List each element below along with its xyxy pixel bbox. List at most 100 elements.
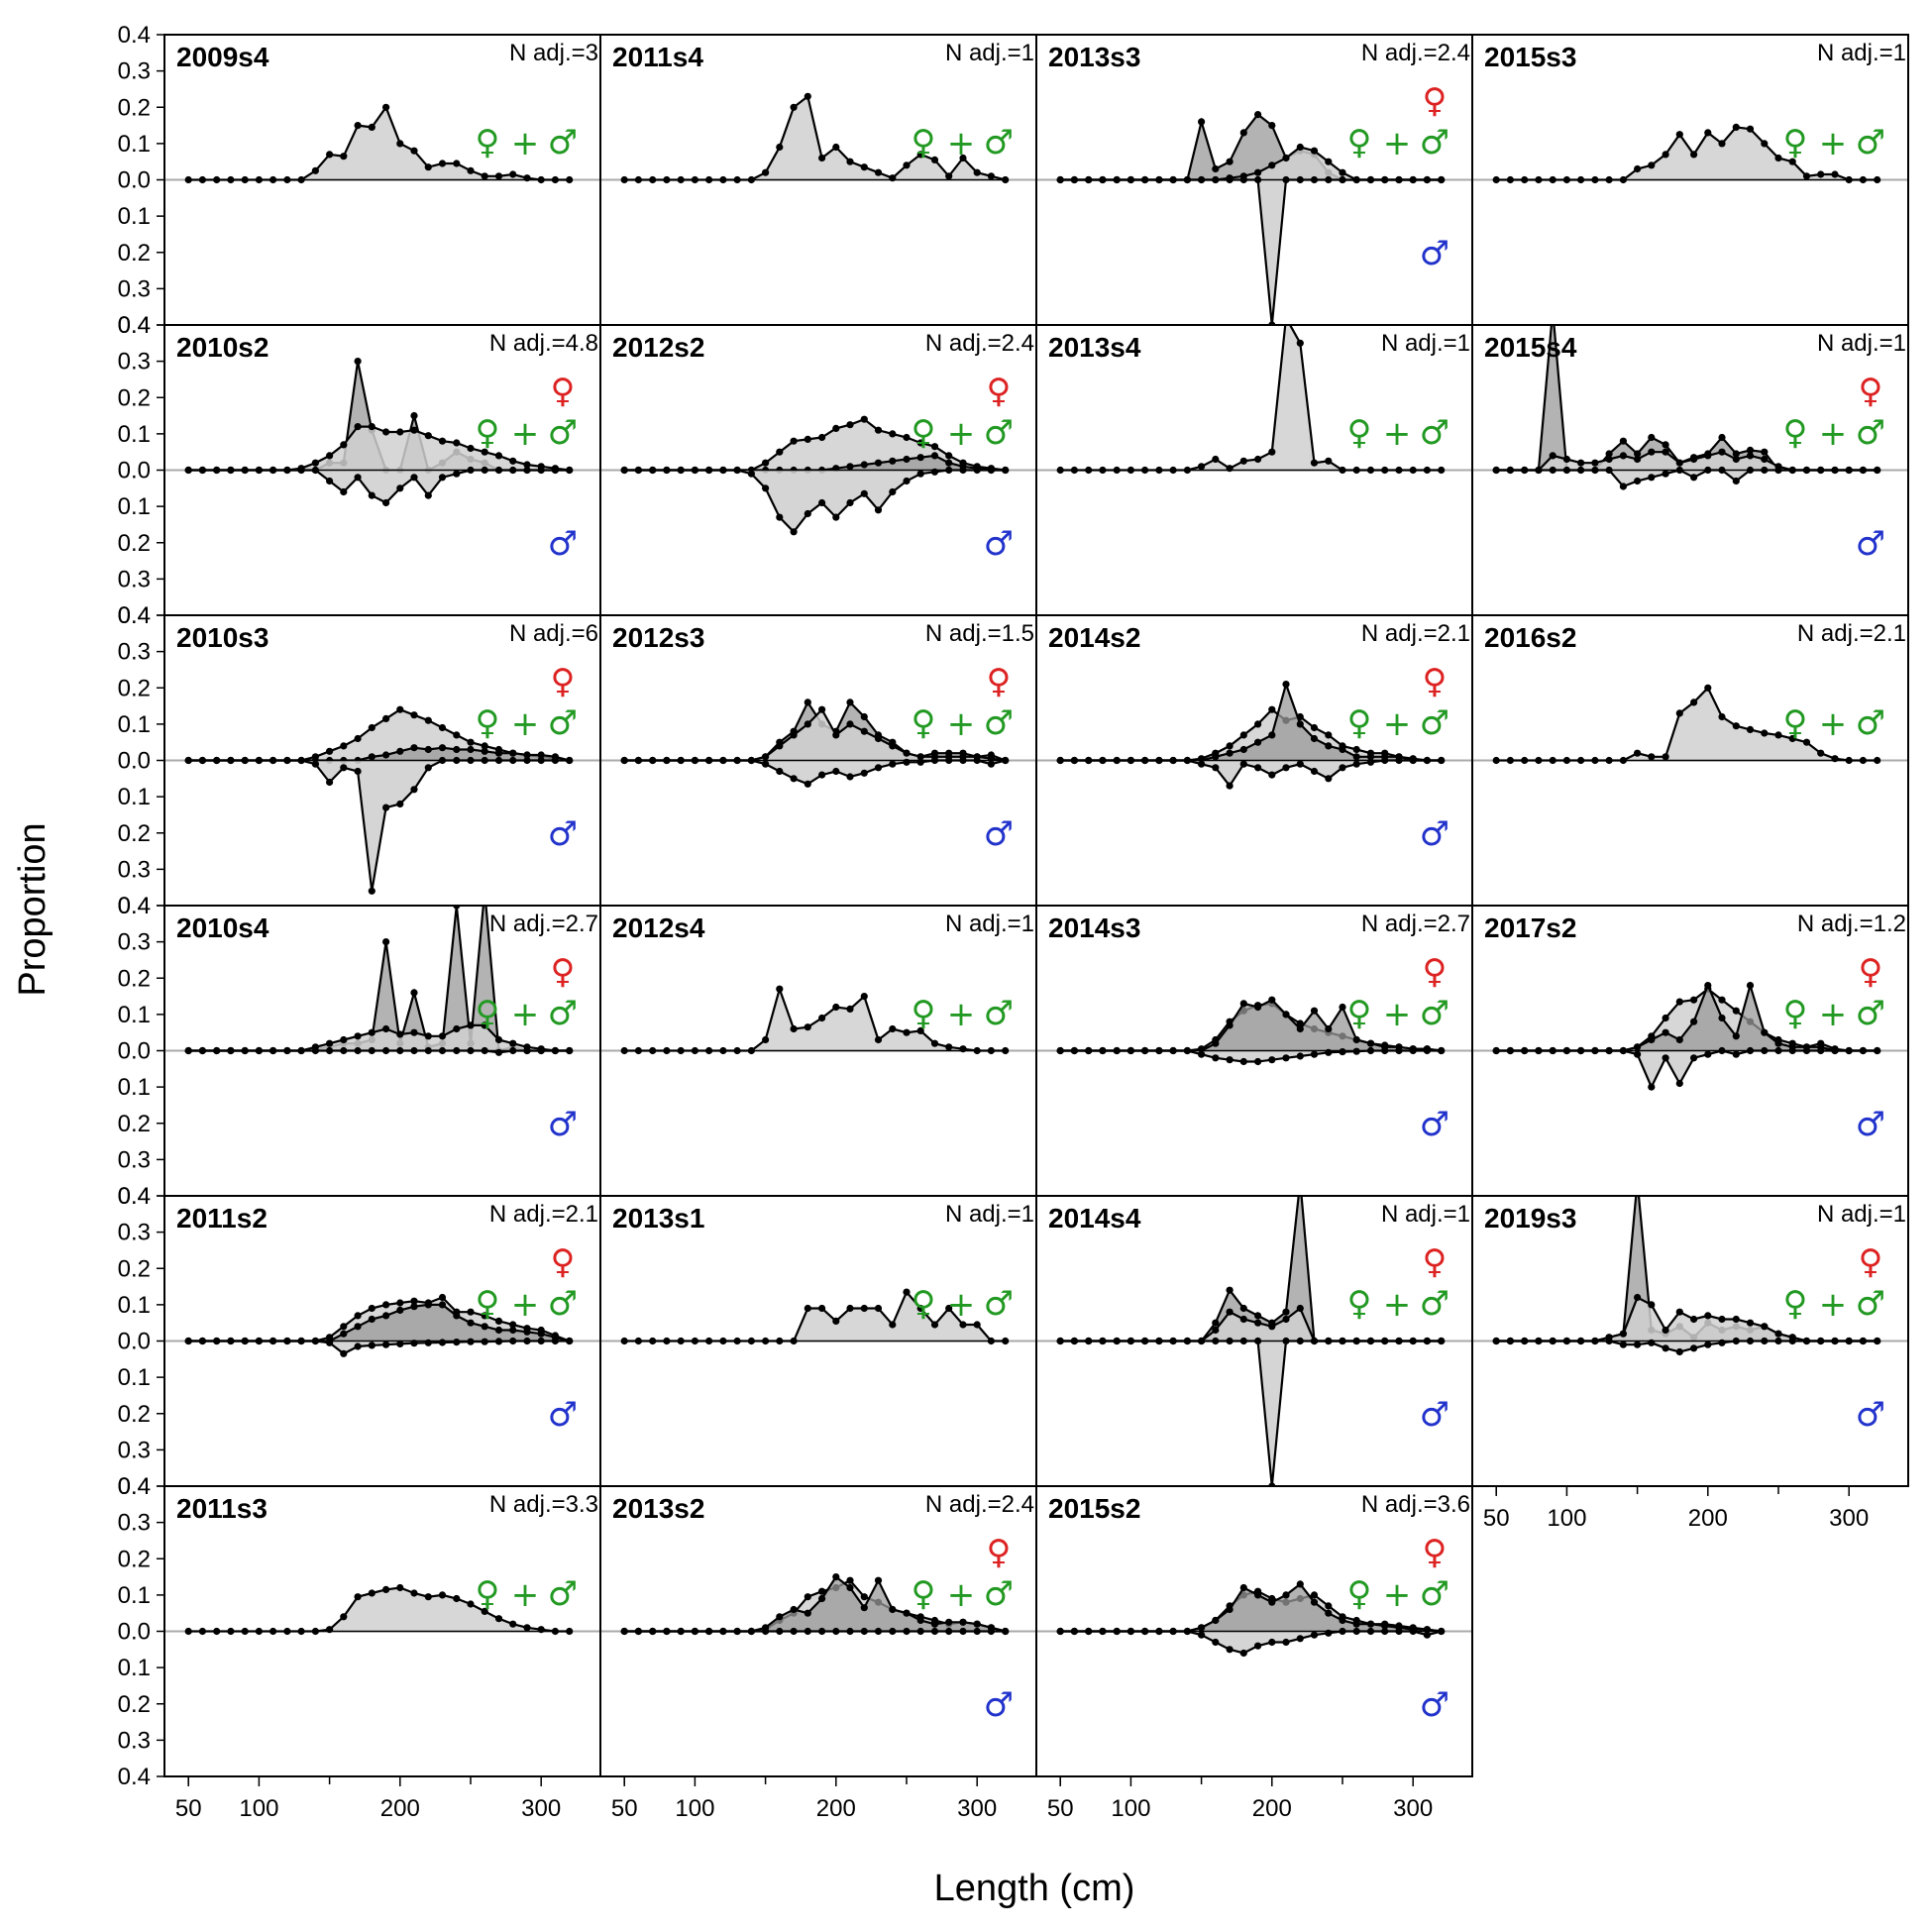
panel-nadj: N adj.=1 — [1817, 1201, 1906, 1228]
x-tick-label: 300 — [1829, 1505, 1869, 1532]
point-male-160 — [776, 513, 784, 521]
point-male-320 — [1002, 1627, 1010, 1636]
combined-plus-symbol: + — [511, 414, 540, 454]
panel-nadj: N adj.=1.5 — [925, 620, 1034, 647]
point-combined-190 — [382, 103, 390, 111]
point-male-230 — [1310, 767, 1319, 776]
point-female-160 — [340, 1330, 348, 1338]
panel-plot-area — [184, 1583, 574, 1636]
panel-plot-area — [1056, 1196, 1446, 1486]
point-combined-190 — [1690, 151, 1698, 159]
point-male-210 — [1282, 1638, 1290, 1647]
panel-nadj: N adj.=1 — [1817, 40, 1906, 66]
y-tick-label: 0.3 — [118, 1510, 151, 1537]
x-tick-label: 200 — [1688, 1505, 1728, 1532]
point-female-240 — [453, 1312, 461, 1320]
y-tick-label: 0.2 — [118, 675, 151, 701]
point-male-160 — [1648, 1083, 1656, 1091]
point-female-230 — [1746, 446, 1755, 454]
point-male-150 — [1634, 477, 1642, 485]
point-combined-260 — [916, 151, 924, 159]
y-tick-label: 0.4 — [118, 893, 151, 919]
point-combined-180 — [368, 1028, 376, 1036]
panel-nadj: N adj.=4.8 — [489, 330, 598, 357]
combined-female-symbol: ♀ — [912, 123, 936, 162]
point-combined-240 — [453, 1594, 461, 1603]
point-female-210 — [410, 989, 418, 997]
point-combined-210 — [410, 711, 418, 719]
point-male-320 — [1438, 1337, 1446, 1345]
panel-plot-area — [620, 415, 1010, 536]
y-tick-label: 0.2 — [118, 1691, 151, 1718]
y-tick-label: 0.4 — [118, 1473, 151, 1500]
point-male-200 — [396, 484, 404, 492]
point-male-200 — [832, 513, 840, 521]
point-male-190 — [818, 498, 826, 507]
point-combined-210 — [410, 1297, 418, 1305]
panel-plot-area — [1056, 996, 1446, 1066]
point-combined-220 — [860, 415, 868, 423]
point-combined-290 — [1831, 170, 1839, 178]
point-male-260 — [1352, 760, 1360, 768]
point-combined-210 — [1718, 448, 1726, 456]
combined-male-symbol: ♂ — [1856, 994, 1885, 1033]
female-symbol: ♀ — [551, 1242, 576, 1282]
area-combined — [624, 709, 1006, 761]
y-tick-label: 0.2 — [118, 1111, 151, 1137]
point-combined-250 — [467, 1600, 475, 1608]
point-combined-270 — [494, 452, 503, 460]
point-female-180 — [1239, 129, 1247, 137]
x-tick-label: 100 — [1547, 1505, 1586, 1532]
point-combined-200 — [1268, 448, 1276, 456]
point-male-170 — [354, 767, 362, 776]
point-combined-250 — [467, 444, 475, 453]
point-combined-180 — [1675, 459, 1683, 467]
point-combined-250 — [903, 161, 911, 169]
point-combined-200 — [396, 1583, 404, 1592]
female-symbol: ♀ — [987, 662, 1012, 701]
point-male-190 — [1254, 764, 1262, 772]
point-male-50 — [620, 466, 628, 475]
point-combined-170 — [354, 423, 362, 431]
point-combined-150 — [762, 1035, 770, 1044]
male-symbol: ♂ — [548, 1105, 578, 1144]
point-combined-50 — [620, 175, 628, 184]
combined-female-symbol: ♀ — [476, 123, 500, 162]
point-male-200 — [396, 800, 404, 808]
point-female-260 — [1352, 1035, 1360, 1044]
point-female-160 — [1212, 1039, 1220, 1047]
point-female-190 — [1254, 738, 1262, 746]
y-tick-label: 0.3 — [118, 275, 151, 302]
male-symbol: ♂ — [984, 1685, 1014, 1725]
point-combined-180 — [1239, 1315, 1247, 1324]
point-female-260 — [916, 1616, 924, 1625]
point-male-170 — [1226, 1056, 1234, 1064]
panel-2012s2: 2012s2 N adj.=2.4♀ + ♂♀♂ — [599, 324, 1037, 616]
point-female-210 — [1282, 681, 1290, 689]
point-male-230 — [874, 764, 883, 772]
point-combined-160 — [776, 742, 784, 750]
point-female-230 — [1310, 1598, 1319, 1606]
area-combined — [1496, 127, 1878, 180]
point-combined-320 — [1438, 466, 1446, 475]
point-combined-170 — [354, 1032, 362, 1040]
point-combined-150 — [1634, 164, 1642, 173]
point-combined-200 — [396, 705, 404, 713]
area-combined — [624, 96, 1006, 180]
point-combined-260 — [916, 753, 924, 761]
area-combined — [624, 989, 1006, 1051]
point-female-200 — [396, 747, 404, 755]
point-combined-170 — [790, 103, 798, 111]
sex-legend: ♀ + ♂♀♂ — [1783, 1242, 1886, 1435]
x-tick-label: 300 — [957, 1795, 997, 1822]
point-combined-260 — [916, 1304, 924, 1313]
point-combined-200 — [1704, 1312, 1712, 1320]
female-symbol: ♀ — [1423, 1242, 1448, 1282]
point-combined-230 — [1310, 459, 1319, 467]
point-female-190 — [818, 1594, 826, 1603]
combined-female-symbol: ♀ — [1347, 413, 1372, 453]
x-tick-label: 50 — [1047, 1795, 1074, 1822]
point-male-150 — [1198, 1050, 1206, 1058]
point-female-190 — [1254, 1591, 1262, 1599]
combined-male-symbol: ♂ — [1420, 703, 1449, 743]
